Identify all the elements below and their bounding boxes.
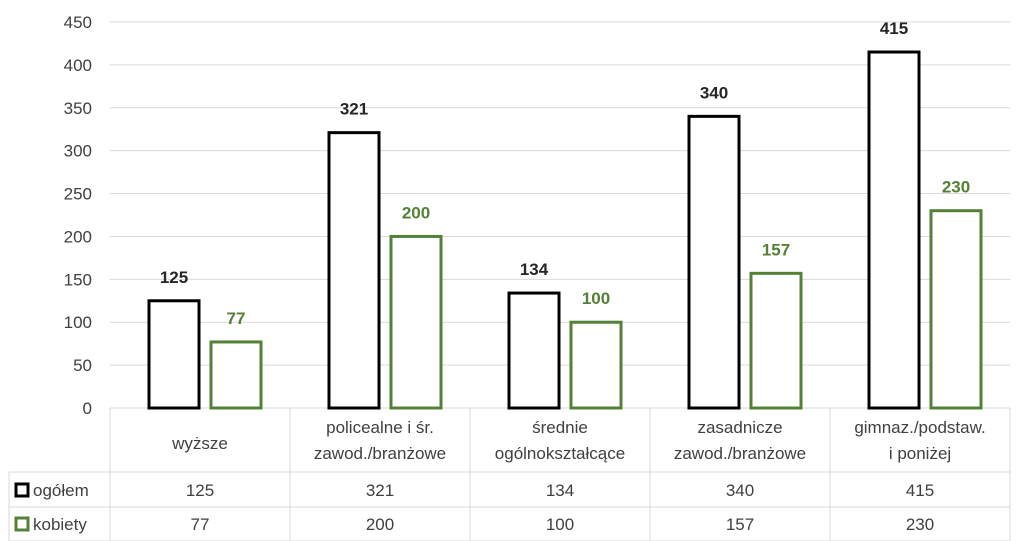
category-label: i poniżej <box>889 444 951 463</box>
category-label: zawod./branżowe <box>314 444 446 463</box>
y-tick-label: 200 <box>64 227 92 246</box>
y-tick-label: 150 <box>64 270 92 289</box>
data-label-kobiety: 230 <box>942 178 970 197</box>
table-cell-kobiety: 200 <box>366 515 394 534</box>
bar-kobiety <box>569 320 623 410</box>
data-labels: 125 77 321 200 134 100 340 157 415 230 <box>160 19 970 328</box>
y-tick-label: 250 <box>64 185 92 204</box>
category-label: zawod./branżowe <box>674 444 806 463</box>
bar-ogółem <box>687 114 741 410</box>
y-tick-label: 350 <box>64 99 92 118</box>
category-label: średnie <box>532 418 588 437</box>
legend-label-ogółem: ogółem <box>33 481 89 500</box>
table-cell-kobiety: 230 <box>906 515 934 534</box>
data-label-ogółem: 415 <box>880 19 908 38</box>
table-cell-ogółem: 321 <box>366 481 394 500</box>
data-label-kobiety: 157 <box>762 240 790 259</box>
y-tick-label: 50 <box>73 356 92 375</box>
y-tick-label: 100 <box>64 313 92 332</box>
category-label: zasadnicze <box>697 418 782 437</box>
bar-kobiety <box>929 209 983 410</box>
data-label-ogółem: 134 <box>520 260 549 279</box>
category-label: gimnaz./podstaw. <box>854 418 985 437</box>
legend-key-kobiety <box>14 516 30 532</box>
gridlines <box>8 21 1011 541</box>
bars <box>147 50 983 410</box>
category-label: wyższe <box>171 434 228 453</box>
table-cell-ogółem: 415 <box>906 481 934 500</box>
data-table: wyższe 125 77 policealne i śr. zawod./branżo… <box>14 418 986 534</box>
data-label-ogółem: 340 <box>700 83 728 102</box>
bar-ogółem <box>867 50 921 410</box>
y-tick-label: 450 <box>64 13 92 32</box>
bar-kobiety <box>209 340 263 410</box>
data-label-ogółem: 321 <box>340 100 368 119</box>
y-axis: 0 50 100 150 200 250 300 350 400 450 <box>64 13 92 418</box>
table-cell-ogółem: 134 <box>546 481 574 500</box>
legend-label-kobiety: kobiety <box>33 515 87 534</box>
table-cell-kobiety: 100 <box>546 515 574 534</box>
bar-ogółem <box>507 291 561 410</box>
table-cell-kobiety: 77 <box>191 515 210 534</box>
category-label: ogólnokształcące <box>495 444 625 463</box>
table-cell-ogółem: 340 <box>726 481 754 500</box>
data-label-ogółem: 125 <box>160 268 188 287</box>
y-tick-label: 300 <box>64 142 92 161</box>
bar-ogółem <box>147 299 201 410</box>
table-cell-kobiety: 157 <box>726 515 754 534</box>
category-label: policealne i śr. <box>326 418 434 437</box>
data-label-kobiety: 200 <box>402 203 430 222</box>
bar-kobiety <box>749 271 803 410</box>
legend-key-ogółem <box>14 482 30 498</box>
bar-ogółem <box>327 131 381 410</box>
y-tick-label: 400 <box>64 56 92 75</box>
data-label-kobiety: 77 <box>227 309 246 328</box>
table-cell-ogółem: 125 <box>186 481 214 500</box>
bar-kobiety <box>389 234 443 410</box>
y-tick-label: 0 <box>83 399 92 418</box>
data-label-kobiety: 100 <box>582 289 610 308</box>
